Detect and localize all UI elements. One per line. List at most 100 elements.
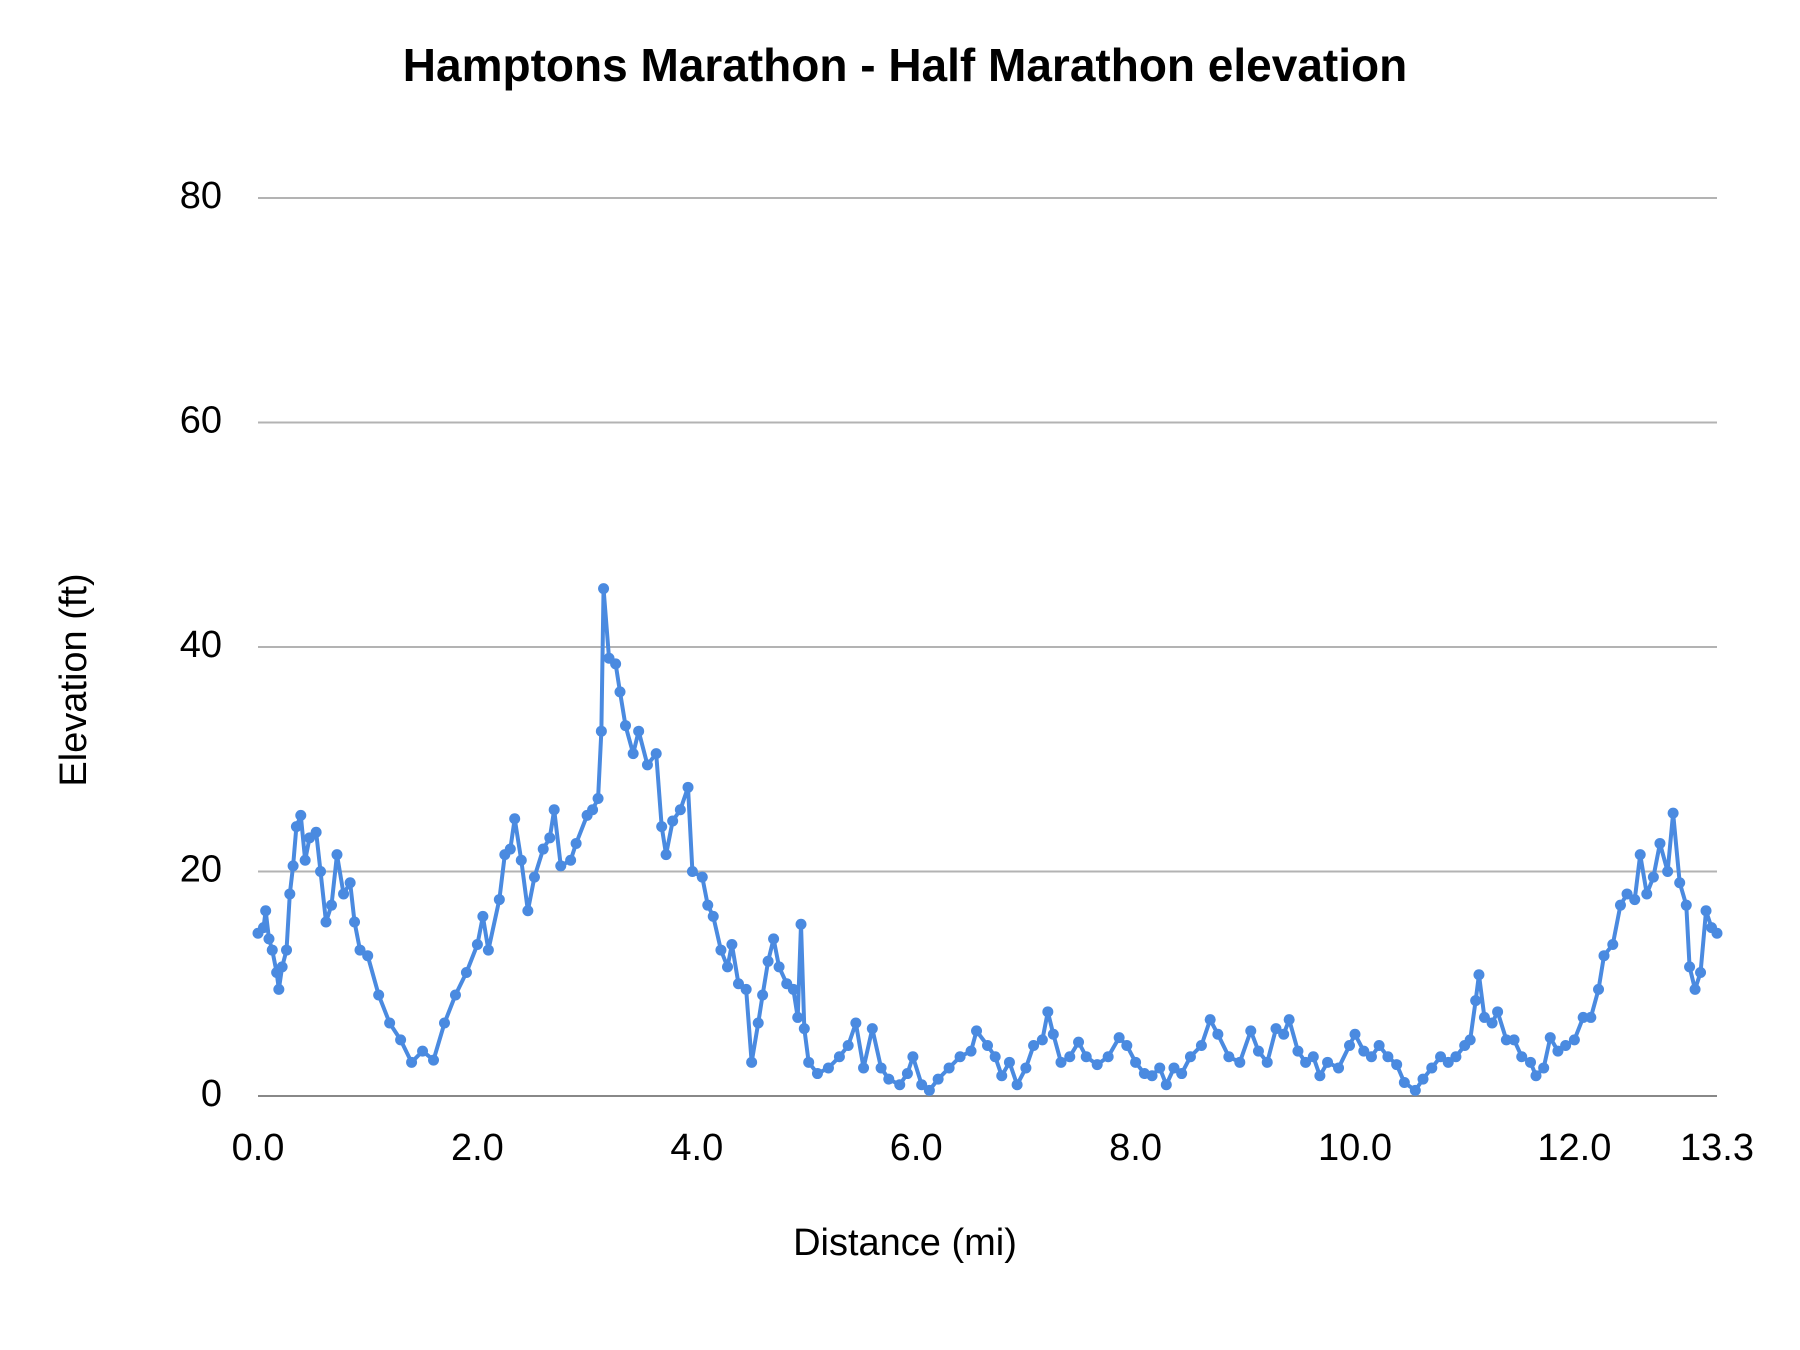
marker [768, 933, 780, 945]
marker [1307, 1051, 1319, 1063]
marker [1064, 1051, 1076, 1063]
marker [1711, 927, 1723, 939]
marker [811, 1068, 823, 1080]
marker [504, 843, 516, 855]
y-tick-label: 80 [180, 175, 222, 217]
marker [1020, 1062, 1032, 1074]
marker [726, 938, 738, 950]
marker [833, 1051, 845, 1063]
marker [1204, 1014, 1216, 1026]
marker [1314, 1070, 1326, 1082]
marker [943, 1062, 955, 1074]
marker [290, 821, 302, 833]
marker [633, 725, 645, 737]
marker [1695, 967, 1707, 979]
marker [682, 781, 694, 793]
marker [894, 1079, 906, 1091]
marker [1080, 1051, 1092, 1063]
marker [858, 1062, 870, 1074]
marker [1530, 1070, 1542, 1082]
marker [438, 1017, 450, 1029]
marker [752, 1017, 764, 1029]
marker [1278, 1028, 1290, 1040]
marker [1333, 1062, 1345, 1074]
marker [299, 854, 311, 866]
marker [1647, 871, 1659, 883]
marker [1154, 1062, 1166, 1074]
marker [740, 983, 752, 995]
marker [1322, 1056, 1334, 1068]
marker [1121, 1039, 1133, 1051]
marker [1662, 866, 1674, 877]
marker [686, 866, 698, 877]
y-tick-label: 0 [201, 1073, 222, 1115]
marker [320, 916, 332, 928]
marker [1028, 1039, 1040, 1051]
y-axis-title: Elevation (ft) [53, 573, 95, 786]
marker [284, 888, 296, 900]
marker [932, 1073, 944, 1085]
marker [1283, 1014, 1295, 1026]
marker [762, 955, 774, 967]
marker [842, 1039, 854, 1051]
marker [907, 1051, 919, 1063]
marker [1003, 1056, 1015, 1068]
marker [1358, 1045, 1370, 1057]
marker [344, 877, 356, 889]
chart-title: Hamptons Marathon - Half Marathon elevat… [403, 39, 1407, 91]
marker [901, 1068, 913, 1080]
marker [982, 1039, 993, 1051]
marker [667, 815, 679, 827]
marker [493, 894, 505, 906]
marker [1130, 1056, 1142, 1068]
x-tick-label: 4.0 [670, 1127, 723, 1169]
marker [349, 916, 361, 928]
marker [757, 989, 769, 1001]
marker [555, 860, 567, 872]
marker [1654, 837, 1666, 849]
marker [1568, 1034, 1580, 1046]
marker [449, 989, 461, 1001]
marker [1486, 1017, 1498, 1029]
x-tick-label: 13.3 [1680, 1127, 1754, 1169]
marker [1442, 1056, 1454, 1068]
marker [660, 849, 672, 861]
marker [354, 944, 366, 956]
marker [1223, 1051, 1235, 1063]
marker [266, 944, 278, 956]
marker [1585, 1011, 1597, 1023]
marker [792, 1011, 804, 1023]
marker [1629, 894, 1641, 906]
marker [1552, 1045, 1564, 1057]
marker [1344, 1039, 1356, 1051]
marker [1073, 1036, 1085, 1048]
x-tick-label: 2.0 [451, 1127, 504, 1169]
marker [287, 860, 299, 872]
x-tick-label: 6.0 [890, 1127, 943, 1169]
marker [384, 1017, 396, 1029]
marker [1417, 1073, 1429, 1085]
marker [1525, 1056, 1537, 1068]
marker [482, 944, 494, 956]
marker [923, 1084, 935, 1096]
marker [1195, 1039, 1207, 1051]
marker [707, 910, 719, 922]
marker [295, 809, 307, 821]
marker [732, 978, 744, 990]
marker [850, 1017, 862, 1029]
marker [965, 1045, 977, 1057]
marker [260, 905, 272, 917]
marker [971, 1025, 983, 1037]
marker [373, 989, 385, 1001]
marker [1373, 1039, 1385, 1051]
marker [1598, 950, 1610, 962]
marker [1245, 1025, 1257, 1037]
y-tick-label: 20 [180, 849, 222, 891]
marker [276, 961, 288, 973]
marker [803, 1056, 815, 1068]
marker [515, 854, 527, 866]
marker [1684, 961, 1696, 973]
x-tick-label: 12.0 [1537, 1127, 1611, 1169]
marker [822, 1062, 834, 1074]
